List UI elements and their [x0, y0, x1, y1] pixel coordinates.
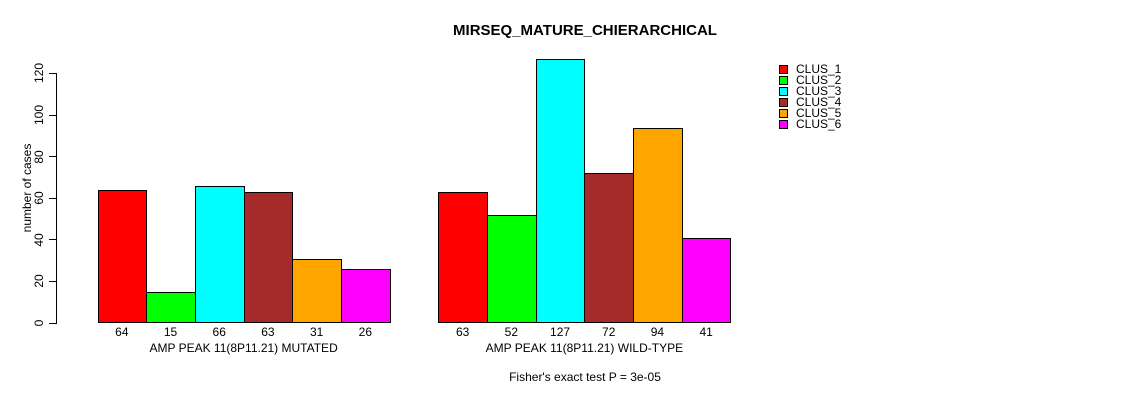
bar	[584, 173, 635, 323]
bar-value-label: 26	[358, 325, 373, 339]
y-tick-label: 60	[32, 191, 46, 205]
legend-item: CLUS_2	[779, 73, 842, 87]
y-tick-mark	[49, 197, 57, 199]
bar	[194, 185, 245, 323]
bar-value-label: 41	[699, 325, 713, 339]
bar	[535, 58, 586, 323]
bar	[146, 291, 196, 323]
legend-color-swatch	[779, 109, 788, 118]
bar	[97, 189, 148, 323]
legend-color-swatch	[779, 65, 788, 74]
legend-label: CLUS_1	[796, 62, 842, 76]
bar	[487, 214, 537, 323]
bar	[633, 127, 683, 323]
bar-value-label: 52	[504, 325, 519, 339]
annotation-text: Fisher's exact test P = 3e-05	[509, 370, 661, 384]
bar	[341, 268, 391, 323]
y-tick-label: 80	[32, 149, 46, 164]
legend-color-swatch	[779, 87, 788, 96]
bar-value-label: 72	[602, 325, 616, 339]
bar-value-label: 31	[309, 325, 324, 339]
legend-color-swatch	[779, 98, 788, 107]
legend-label: CLUS_4	[796, 95, 842, 109]
bar-value-label: 94	[650, 325, 665, 339]
legend-label: CLUS_5	[796, 106, 842, 120]
y-tick-mark	[49, 156, 57, 158]
bar	[243, 192, 294, 323]
bar-value-label: 127	[550, 325, 571, 339]
legend-item: CLUS_3	[779, 84, 842, 98]
y-tick-mark	[49, 114, 57, 116]
y-tick-mark	[49, 280, 57, 282]
y-tick-label: 0	[32, 319, 46, 327]
y-tick-mark	[49, 72, 57, 74]
legend: CLUS_1 CLUS_2 CLUS_3 CLUS_4 CLUS_5 CLUS_6	[779, 62, 842, 131]
legend-color-swatch	[779, 76, 788, 85]
y-tick-label: 40	[32, 233, 46, 247]
legend-item: CLUS_4	[779, 95, 842, 109]
bar-value-label: 66	[212, 325, 226, 339]
x-group-label: AMP PEAK 11(8P11.21) MUTATED	[149, 341, 338, 355]
y-tick-label: 20	[32, 274, 46, 289]
y-tick-label: 100	[32, 105, 46, 126]
legend-label: CLUS_3	[796, 84, 842, 98]
bar	[681, 237, 732, 323]
legend-color-swatch	[779, 120, 788, 129]
chart-title: MIRSEQ_MATURE_CHIERARCHICAL	[453, 22, 717, 39]
bar-value-label: 64	[115, 325, 129, 339]
y-tick-label: 120	[32, 63, 46, 84]
x-group-label: AMP PEAK 11(8P11.21) WILD-TYPE	[485, 341, 684, 355]
legend-item: CLUS_5	[779, 106, 842, 120]
bar-value-label: 63	[261, 325, 275, 339]
legend-label: CLUS_6	[796, 117, 842, 131]
y-tick-mark	[49, 322, 57, 324]
legend-item: CLUS_1	[779, 62, 842, 76]
bar-value-label: 15	[163, 325, 178, 339]
bar	[292, 258, 342, 323]
legend-label: CLUS_2	[796, 73, 842, 87]
y-tick-mark	[49, 239, 57, 241]
bar	[438, 192, 488, 323]
legend-item: CLUS_6	[779, 117, 842, 131]
bar-value-label: 63	[455, 325, 470, 339]
